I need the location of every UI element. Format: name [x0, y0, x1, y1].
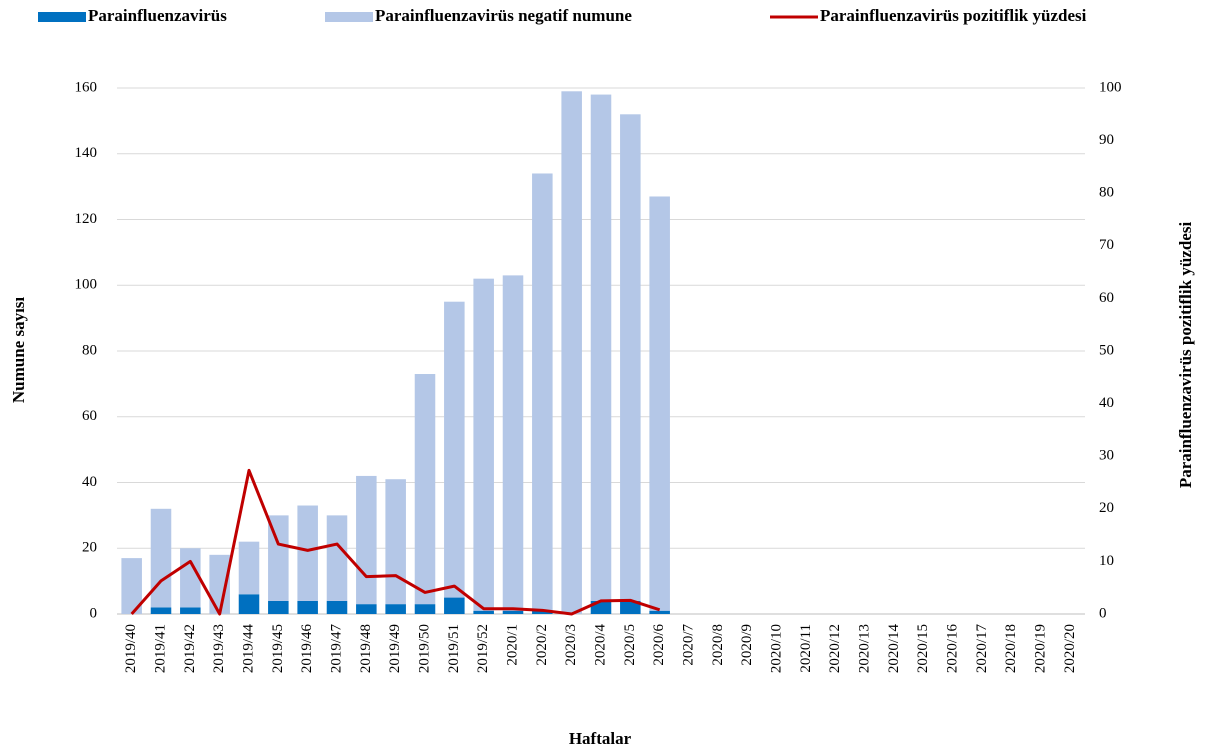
x-tick-label: 2020/7: [680, 624, 696, 666]
x-tick-label: 2019/42: [182, 624, 198, 673]
bar: [444, 597, 465, 614]
y-tick-label: 0: [90, 605, 98, 621]
bar: [561, 91, 582, 615]
x-tick-label: 2019/40: [123, 624, 139, 673]
y2-tick-label: 70: [1099, 237, 1114, 253]
bar: [590, 94, 612, 601]
y2-tick-label: 30: [1099, 448, 1114, 464]
bar: [297, 505, 318, 601]
x-tick-label: 2020/14: [886, 624, 902, 674]
x-tick-label: 2019/43: [211, 624, 227, 673]
x-tick-label: 2020/18: [1003, 624, 1019, 673]
bar: [326, 600, 348, 614]
bar: [121, 558, 142, 614]
y-tick-label: 40: [82, 474, 97, 490]
y2-tick-label: 0: [1099, 605, 1107, 621]
bar: [209, 554, 230, 614]
bar: [649, 196, 670, 611]
y2-axis-title: Parainfluenzavirüs pozitiflik yüzdesi: [1176, 222, 1195, 489]
bar: [649, 610, 670, 614]
x-tick-label: 2020/17: [974, 624, 990, 674]
bar: [385, 479, 406, 605]
bar: [150, 508, 172, 608]
y2-tick-label: 60: [1099, 290, 1114, 306]
bar: [356, 475, 377, 605]
bar: [268, 515, 289, 601]
bar: [414, 374, 436, 605]
bar: [385, 604, 406, 614]
bar: [268, 600, 289, 614]
x-tick-label: 2020/16: [944, 624, 960, 674]
bar: [620, 114, 641, 601]
bar: [150, 607, 172, 614]
bar: [532, 173, 553, 611]
bar: [180, 548, 201, 608]
y-tick-label: 60: [82, 408, 97, 424]
x-tick-label: 2019/49: [387, 624, 403, 673]
y2-tick-label: 20: [1099, 500, 1114, 516]
y-tick-label: 160: [75, 79, 98, 95]
line: [130, 468, 661, 616]
y-tick-label: 140: [75, 145, 98, 161]
x-tick-label: 2019/45: [270, 624, 286, 673]
x-tick-label: 2020/8: [710, 624, 726, 666]
bar: [502, 610, 524, 614]
legend-label: Parainfluenzavirüs negatif numune: [375, 6, 632, 25]
bar: [326, 515, 348, 601]
x-tick-label: 2019/50: [416, 624, 432, 673]
x-tick-label: 2019/41: [152, 624, 168, 673]
bar: [238, 541, 260, 595]
bar: [297, 600, 318, 614]
x-tick-label: 2020/12: [827, 624, 843, 673]
y-tick-label: 80: [82, 342, 97, 358]
legend-label: Parainfluenzavirüs pozitiflik yüzdesi: [820, 6, 1087, 25]
y-axis-title: Numune sayısı: [9, 297, 28, 404]
x-tick-label: 2019/47: [328, 624, 344, 674]
y2-tick-label: 80: [1099, 185, 1114, 201]
bar: [473, 278, 494, 611]
x-tick-label: 2019/46: [299, 624, 315, 674]
bar: [356, 604, 377, 614]
x-tick-label: 2020/6: [651, 624, 667, 666]
x-tick-label: 2020/4: [592, 624, 608, 666]
x-tick-label: 2020/1: [504, 624, 520, 666]
x-tick-label: 2020/19: [1032, 624, 1048, 673]
y2-tick-label: 40: [1099, 395, 1114, 411]
bar: [532, 610, 553, 614]
x-tick-label: 2020/15: [915, 624, 931, 673]
x-tick-label: 2020/13: [856, 624, 872, 673]
x-tick-label: 2020/20: [1062, 624, 1078, 673]
y2-tick-label: 10: [1099, 553, 1114, 569]
x-tick-label: 2019/48: [358, 624, 374, 673]
bar: [473, 610, 494, 614]
y2-tick-label: 50: [1099, 342, 1114, 358]
x-tick-label: 2020/3: [563, 624, 579, 666]
bar: [444, 301, 465, 598]
x-tick-label: 2019/51: [446, 624, 462, 673]
bar: [238, 594, 260, 614]
bar: [620, 600, 641, 614]
x-tick-label: 2019/44: [240, 624, 256, 674]
x-tick-label: 2020/11: [798, 624, 814, 673]
bar: [414, 604, 436, 614]
x-tick-label: 2020/5: [622, 624, 638, 666]
y-tick-label: 20: [82, 540, 97, 556]
x-tick-label: 2020/10: [768, 624, 784, 673]
bar: [180, 607, 201, 614]
x-tick-label: 2020/2: [534, 624, 550, 666]
y2-tick-label: 100: [1099, 79, 1122, 95]
legend-marker: [38, 12, 86, 22]
y-tick-label: 120: [75, 211, 98, 227]
legend-label: Parainfluenzavirüs: [88, 6, 227, 25]
x-tick-label: 2019/52: [475, 624, 491, 673]
y-tick-label: 100: [75, 277, 98, 293]
bar: [502, 275, 524, 611]
legend-marker: [325, 12, 373, 22]
x-axis-title: Haftalar: [569, 729, 632, 748]
y2-tick-label: 90: [1099, 132, 1114, 148]
x-tick-label: 2020/9: [739, 624, 755, 666]
